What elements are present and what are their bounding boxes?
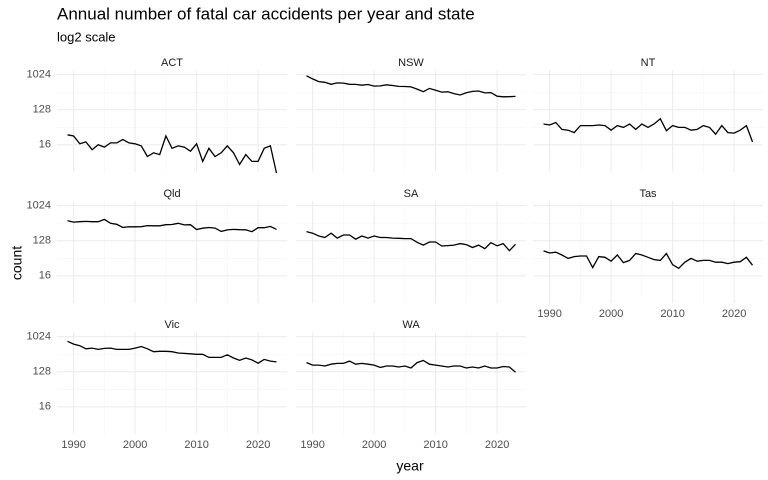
data-line <box>306 75 516 98</box>
y-tick-label: 128 <box>33 366 51 378</box>
x-tick-label: 1990 <box>61 439 85 451</box>
facet-label: Qld <box>163 188 180 200</box>
data-line <box>306 359 516 373</box>
x-tick-label: 2010 <box>184 439 208 451</box>
x-tick-label: 2010 <box>423 439 447 451</box>
y-tick-label: 16 <box>39 401 51 413</box>
facet-label: NT <box>641 57 656 69</box>
y-tick-label: 16 <box>39 270 51 282</box>
data-line <box>306 230 516 252</box>
x-tick-label: 2020 <box>485 439 509 451</box>
y-tick-label: 1024 <box>27 331 51 343</box>
y-axis-label: count <box>9 246 25 280</box>
data-line <box>67 134 278 174</box>
x-tick-label: 2000 <box>123 439 147 451</box>
y-tick-label: 128 <box>33 235 51 247</box>
x-tick-label: 2000 <box>362 439 386 451</box>
data-line <box>67 340 277 364</box>
chart-subtitle: log2 scale <box>57 29 116 44</box>
y-tick-label: 16 <box>39 139 51 151</box>
facet-label: Vic <box>164 319 180 331</box>
facet-label: SA <box>404 188 419 200</box>
x-tick-label: 1990 <box>537 308 561 320</box>
data-line <box>543 117 754 143</box>
facet-label: NSW <box>398 57 424 69</box>
chart-title: Annual number of fatal car accidents per… <box>57 4 475 23</box>
x-tick-label: 2010 <box>660 308 684 320</box>
x-tick-label: 1990 <box>300 439 324 451</box>
y-tick-label: 128 <box>33 104 51 116</box>
data-line <box>543 250 754 270</box>
x-tick-label: 2020 <box>246 439 270 451</box>
x-axis-label: year <box>396 458 424 474</box>
facet-label: Tas <box>639 188 657 200</box>
y-tick-label: 1024 <box>27 69 51 81</box>
facet-label: ACT <box>161 57 183 69</box>
x-tick-label: 2000 <box>599 308 623 320</box>
x-tick-label: 2020 <box>722 308 746 320</box>
data-line <box>67 218 277 233</box>
y-tick-label: 1024 <box>27 200 51 212</box>
facet-label: WA <box>402 319 420 331</box>
